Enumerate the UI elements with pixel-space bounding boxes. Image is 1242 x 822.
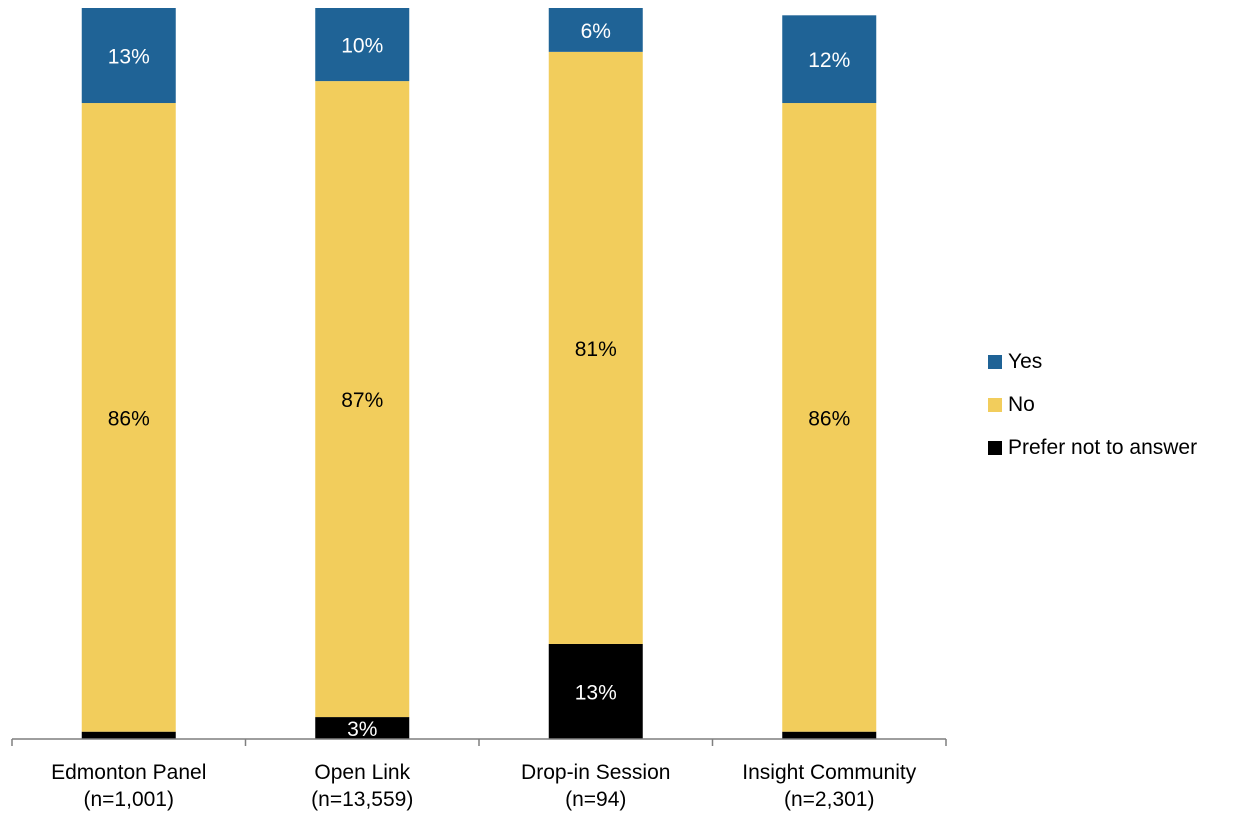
x-tick-sublabel: (n=1,001) <box>84 788 174 811</box>
bar-segment <box>548 8 643 52</box>
legend-label-no: No <box>1008 393 1035 416</box>
legend-swatch-prefer-not-to-answer <box>988 441 1002 455</box>
bar-segment <box>548 643 643 739</box>
x-tick-label: Open Link <box>314 761 410 784</box>
x-tick-sublabel: (n=13,559) <box>311 788 413 811</box>
legend-item-prefer-not-to-answer: Prefer not to answer <box>988 434 1238 462</box>
legend-label-yes: Yes <box>1008 350 1043 373</box>
bar-segment <box>81 103 176 732</box>
bar-segment <box>782 15 877 104</box>
x-tick-label: Insight Community <box>742 761 916 784</box>
x-tick-sublabel: (n=2,301) <box>784 788 874 811</box>
data-label: 81% <box>575 338 617 361</box>
x-tick-sublabel: (n=94) <box>565 788 626 811</box>
data-label: 87% <box>341 389 383 412</box>
legend-item-no: No <box>988 391 1238 419</box>
bar-segment <box>548 51 643 644</box>
chart-legend: Yes No Prefer not to answer <box>988 348 1238 477</box>
legend-label-prefer-not-to-answer: Prefer not to answer <box>1008 436 1198 459</box>
legend-swatch-no <box>988 398 1002 412</box>
data-label: 13% <box>575 681 617 704</box>
data-label: 12% <box>808 49 850 72</box>
data-label: 13% <box>108 46 150 69</box>
bar-segment <box>81 731 176 739</box>
data-label: 10% <box>341 35 383 58</box>
bar-segment <box>315 717 410 739</box>
data-label: 86% <box>108 407 150 430</box>
legend-item-yes: Yes <box>988 348 1238 376</box>
data-label: 86% <box>808 407 850 430</box>
bar-segment <box>782 731 877 739</box>
x-tick-label: Edmonton Panel <box>51 761 206 784</box>
data-label: 3% <box>347 718 377 741</box>
bar-segment <box>315 81 410 718</box>
x-tick-label: Drop-in Session <box>521 761 670 784</box>
legend-swatch-yes <box>988 355 1002 369</box>
bar-segment <box>315 8 410 82</box>
bar-segment <box>782 103 877 732</box>
bar-segment <box>81 8 176 104</box>
data-label: 6% <box>581 20 611 43</box>
